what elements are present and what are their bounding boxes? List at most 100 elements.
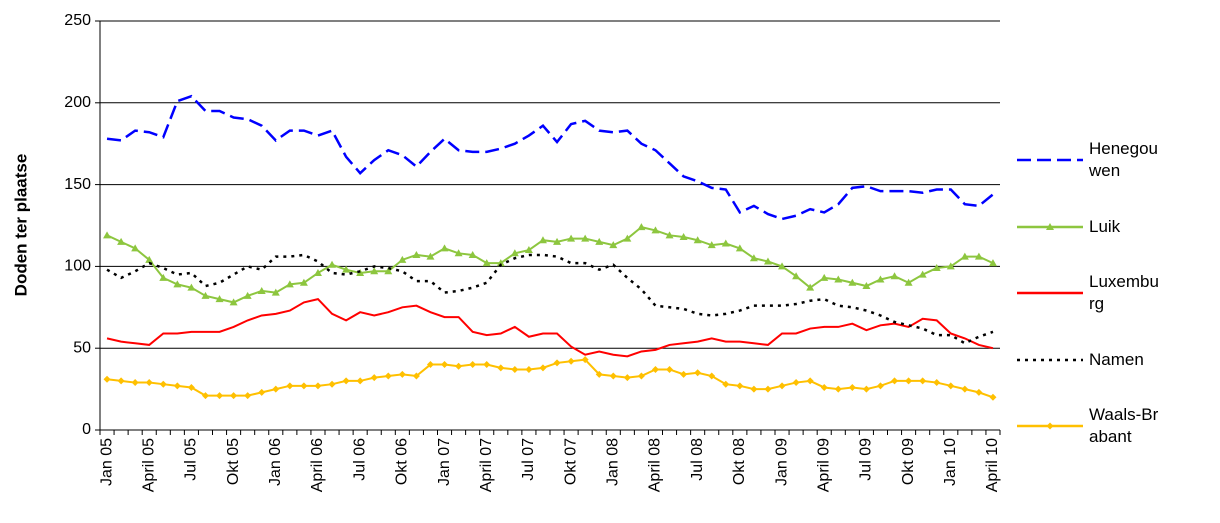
x-tick-label: April 05 <box>140 438 157 492</box>
legend-label: Henegouwen <box>1089 139 1159 180</box>
point <box>989 393 997 401</box>
point <box>553 359 561 367</box>
point <box>609 241 618 249</box>
point <box>356 377 364 385</box>
x-tick-label: Jul 08 <box>689 438 706 481</box>
point <box>412 250 421 258</box>
point <box>454 249 463 257</box>
point <box>637 223 646 231</box>
point <box>820 383 828 391</box>
point <box>947 382 955 390</box>
point <box>651 226 660 234</box>
y-tick-label: 0 <box>82 421 91 438</box>
point <box>862 282 871 290</box>
point <box>876 382 884 390</box>
point <box>848 278 857 286</box>
point <box>736 382 744 390</box>
point <box>285 280 294 288</box>
series-line <box>106 226 994 304</box>
point <box>187 283 196 291</box>
point <box>623 234 632 242</box>
point <box>567 234 576 242</box>
x-tick-label: April 09 <box>815 438 832 492</box>
series-line <box>106 298 994 358</box>
x-tick-label: April 10 <box>984 438 1001 492</box>
point <box>440 244 449 252</box>
legend-label: Waals-Brabant <box>1089 405 1159 446</box>
point <box>244 392 252 400</box>
point <box>623 374 631 382</box>
point <box>131 244 140 252</box>
point <box>651 365 659 373</box>
point <box>820 273 829 281</box>
point <box>919 377 927 385</box>
point <box>792 272 801 280</box>
point <box>370 374 378 382</box>
point <box>721 239 730 247</box>
point <box>328 380 336 388</box>
point <box>398 370 406 378</box>
point <box>905 377 913 385</box>
x-tick-label: Jan 05 <box>98 438 115 486</box>
legend: Henegouwen Luik Luxemburg Namen Waals-Braban… <box>1015 138 1215 448</box>
point <box>694 369 702 377</box>
point <box>525 365 533 373</box>
point <box>862 385 870 393</box>
point <box>201 392 209 400</box>
point <box>230 392 238 400</box>
point <box>988 259 997 267</box>
point <box>342 265 351 273</box>
point <box>117 377 125 385</box>
point <box>609 372 617 380</box>
point <box>342 377 350 385</box>
point <box>567 357 575 365</box>
x-tick-label: Jul 05 <box>183 438 200 481</box>
point <box>286 382 294 390</box>
point <box>384 267 393 275</box>
point <box>904 278 913 286</box>
point <box>975 388 983 396</box>
point <box>103 231 112 239</box>
point <box>370 267 379 275</box>
point <box>763 257 772 265</box>
point <box>159 273 168 281</box>
point <box>960 252 969 260</box>
point <box>201 291 210 299</box>
point <box>482 259 491 267</box>
x-tick-label: Okt 06 <box>394 438 411 485</box>
legend-swatch <box>1017 422 1083 430</box>
point <box>693 236 702 244</box>
point <box>299 278 308 286</box>
y-tick-label: 50 <box>73 339 91 356</box>
point <box>272 385 280 393</box>
legend-label: Luik <box>1089 216 1121 236</box>
point <box>426 361 434 369</box>
series-line <box>106 358 994 399</box>
point <box>707 241 716 249</box>
x-tick-label: Jan 10 <box>942 438 959 486</box>
point <box>496 259 505 267</box>
point <box>750 385 758 393</box>
point <box>159 380 167 388</box>
point <box>946 262 955 270</box>
legend-label: Namen <box>1089 349 1144 369</box>
legend-item: Luxemburg <box>1015 271 1215 315</box>
point <box>834 275 843 283</box>
point <box>806 283 815 291</box>
x-tick-label: Jan 08 <box>605 438 622 486</box>
point <box>314 382 322 390</box>
point <box>834 385 842 393</box>
point <box>961 385 969 393</box>
point <box>243 291 252 299</box>
x-tick-label: Jan 06 <box>267 438 284 486</box>
point <box>384 372 392 380</box>
point <box>328 260 337 268</box>
point <box>933 379 941 387</box>
legend-item: Henegouwen <box>1015 138 1215 182</box>
point <box>778 262 787 270</box>
point <box>680 370 688 378</box>
point <box>735 244 744 252</box>
point <box>117 237 126 245</box>
